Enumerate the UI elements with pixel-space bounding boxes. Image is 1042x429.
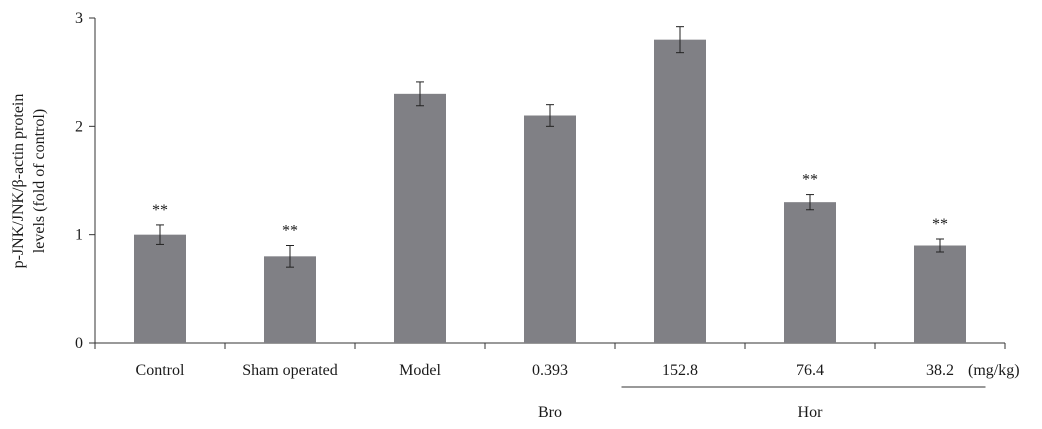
x-tick-label: 76.4 <box>796 362 824 379</box>
bar <box>654 39 706 344</box>
y-tick-label: 0 <box>75 335 83 352</box>
bar <box>784 202 836 343</box>
x-tick-label: Sham operated <box>242 362 338 379</box>
significance-mark: ** <box>802 172 818 189</box>
unit-label: (mg/kg) <box>968 362 1020 379</box>
bar <box>914 245 966 343</box>
x-tick-label: Model <box>399 362 441 379</box>
x-tick-label: 38.2 <box>926 362 954 379</box>
y-axis-label-line-1: p-JNK/JNK/β-actin protein <box>10 94 27 269</box>
bar <box>394 93 446 343</box>
significance-mark: ** <box>152 202 168 219</box>
bar <box>134 234 186 343</box>
significance-mark: ** <box>282 223 298 240</box>
bar <box>264 256 316 343</box>
bar <box>524 115 576 343</box>
x-tick-label: 152.8 <box>662 362 698 379</box>
labels: ** Control ** Sham operated Model 0.393 152.8 *… <box>136 172 1020 421</box>
y-axis: 0 1 2 3 <box>75 10 96 352</box>
bars <box>134 26 966 344</box>
group-label: Hor <box>798 404 824 421</box>
y-tick-label: 3 <box>75 10 83 27</box>
y-tick-label: 2 <box>75 118 83 135</box>
significance-mark: ** <box>932 216 948 233</box>
x-tick-label: Control <box>136 362 185 379</box>
y-tick-label: 1 <box>75 227 83 244</box>
y-axis-label-line-2: levels (fold of control) <box>31 109 48 253</box>
x-tick-label: 0.393 <box>532 362 568 379</box>
group-label: Bro <box>538 404 562 421</box>
x-axis <box>94 342 1006 349</box>
